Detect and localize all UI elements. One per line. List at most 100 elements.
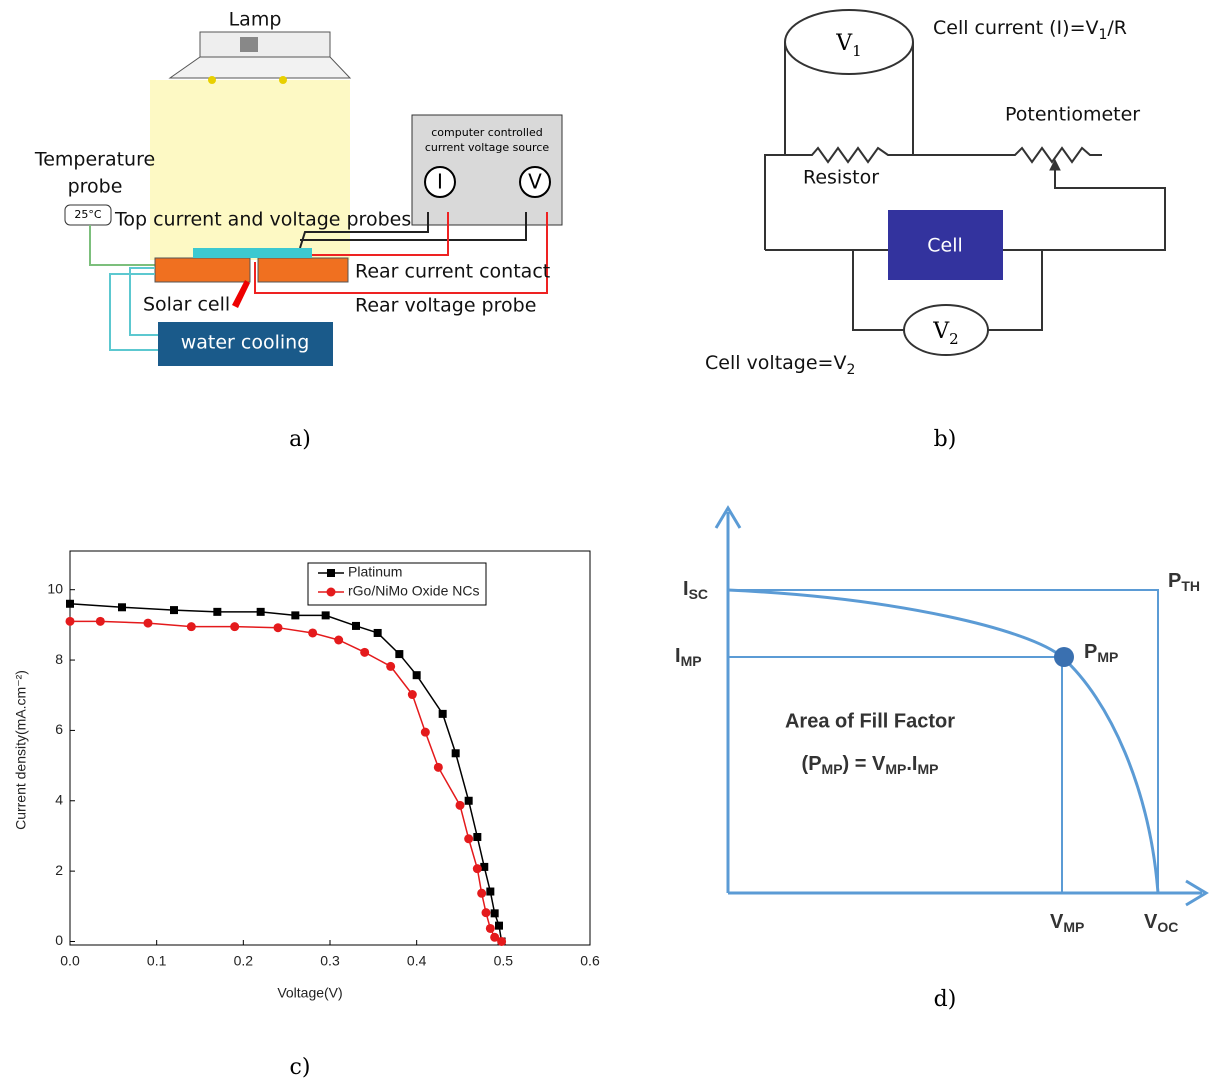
marker bbox=[187, 622, 196, 631]
legend-marker bbox=[327, 588, 336, 597]
marker bbox=[497, 937, 506, 946]
marker bbox=[491, 909, 499, 917]
x-tick-label: 0.2 bbox=[234, 953, 254, 969]
panel-c: Voltage(V) Current density(mA.cm⁻²) c) 0… bbox=[13, 551, 600, 1080]
x-tick-label: 0.6 bbox=[580, 953, 600, 969]
marker bbox=[334, 636, 343, 645]
marker bbox=[66, 600, 74, 608]
label: Temperature bbox=[34, 149, 155, 171]
marker bbox=[439, 710, 447, 718]
marker bbox=[456, 801, 465, 810]
marker bbox=[322, 611, 330, 619]
marker bbox=[352, 622, 360, 630]
marker bbox=[308, 628, 317, 637]
rectangle bbox=[728, 590, 1158, 893]
legend-label: rGo/NiMo Oxide NCs bbox=[348, 583, 479, 599]
meter-label: I bbox=[437, 170, 443, 194]
label: PMP bbox=[1084, 641, 1118, 664]
area-title: Area of Fill Factor bbox=[785, 710, 955, 732]
y-tick-label: 2 bbox=[55, 862, 63, 878]
label: VMP bbox=[1050, 911, 1084, 934]
wire bbox=[90, 225, 155, 265]
lamp-fan bbox=[240, 37, 258, 52]
subscript: OC bbox=[1157, 919, 1178, 935]
y-tick-label: 8 bbox=[55, 651, 63, 667]
marker bbox=[482, 908, 491, 917]
subscript: SC bbox=[689, 586, 708, 602]
label: Rear current contact bbox=[355, 261, 550, 283]
panel-label: a) bbox=[289, 427, 311, 452]
marker bbox=[408, 690, 417, 699]
subscript: MP bbox=[822, 761, 843, 777]
subscript: MP bbox=[917, 761, 938, 777]
text: /R bbox=[1107, 17, 1127, 39]
panel-a: Lamp Temperature probe 25°C computer con… bbox=[34, 9, 562, 453]
y-tick-label: 0 bbox=[55, 932, 63, 948]
bulb bbox=[208, 76, 216, 84]
label: probe bbox=[68, 176, 123, 198]
wire bbox=[1003, 165, 1165, 250]
panel-b: V1 Cell current (I)=V1/R Potentiometer R… bbox=[705, 10, 1165, 452]
label: Rear voltage probe bbox=[355, 295, 536, 317]
marker bbox=[213, 608, 221, 616]
label: Top current and voltage probes bbox=[114, 209, 411, 231]
marker bbox=[118, 603, 126, 611]
lamp-housing bbox=[200, 32, 330, 57]
arrow bbox=[232, 280, 250, 308]
x-axis-label: Voltage(V) bbox=[277, 985, 342, 1001]
subscript: TH bbox=[1181, 578, 1200, 594]
marker bbox=[413, 671, 421, 679]
subscript: MP bbox=[1063, 919, 1084, 935]
lamp-label: Lamp bbox=[229, 9, 282, 31]
x-tick-label: 0.3 bbox=[320, 953, 340, 969]
formula: (PMP) = VMP.IMP bbox=[802, 753, 939, 776]
panel-d: ISC IMP PTH PMP VMP VOC Area of Fill Fac… bbox=[675, 508, 1206, 1012]
label: current voltage source bbox=[425, 141, 550, 154]
marker bbox=[144, 619, 153, 628]
iv-curve bbox=[728, 590, 1158, 893]
marker bbox=[170, 606, 178, 614]
text: (P bbox=[802, 753, 822, 775]
label: PTH bbox=[1168, 570, 1200, 593]
label: Cell voltage=V2 bbox=[705, 352, 855, 379]
sample bbox=[155, 258, 250, 282]
marker bbox=[395, 650, 403, 658]
label: computer controlled bbox=[431, 126, 542, 139]
cell-label: Cell bbox=[927, 235, 963, 257]
series-line bbox=[70, 604, 502, 942]
marker bbox=[486, 888, 494, 896]
subscript: 1 bbox=[852, 42, 862, 60]
symbol: V bbox=[932, 319, 950, 344]
marker bbox=[291, 611, 299, 619]
figure: Lamp Temperature probe 25°C computer con… bbox=[0, 0, 1214, 1084]
panel-label: b) bbox=[934, 427, 957, 452]
text: ) = V bbox=[843, 753, 886, 775]
y-tick-label: 10 bbox=[47, 580, 63, 596]
marker bbox=[464, 834, 473, 843]
panel-label: c) bbox=[290, 1055, 311, 1080]
x-tick-label: 0.1 bbox=[147, 953, 167, 969]
marker bbox=[374, 629, 382, 637]
y-tick-label: 4 bbox=[55, 791, 63, 807]
marker bbox=[421, 728, 430, 737]
subscript: 2 bbox=[949, 330, 959, 348]
text: Cell voltage=V bbox=[705, 352, 846, 374]
marker bbox=[257, 608, 265, 616]
symbol: P bbox=[1084, 641, 1097, 663]
marker bbox=[66, 617, 75, 626]
label: Potentiometer bbox=[1005, 104, 1140, 126]
text: Cell current (I)=V bbox=[933, 17, 1098, 39]
sample bbox=[258, 258, 348, 282]
marker bbox=[434, 763, 443, 772]
mpp-point bbox=[1054, 647, 1074, 667]
subscript: MP bbox=[681, 653, 702, 669]
x-tick-label: 0.4 bbox=[407, 953, 427, 969]
subscript: 2 bbox=[846, 362, 855, 378]
marker bbox=[386, 662, 395, 671]
plot-frame bbox=[70, 551, 590, 945]
x-tick-label: 0.0 bbox=[60, 953, 80, 969]
legend-marker bbox=[327, 569, 335, 577]
marker bbox=[473, 833, 481, 841]
marker bbox=[473, 864, 482, 873]
label: VOC bbox=[1144, 911, 1178, 934]
